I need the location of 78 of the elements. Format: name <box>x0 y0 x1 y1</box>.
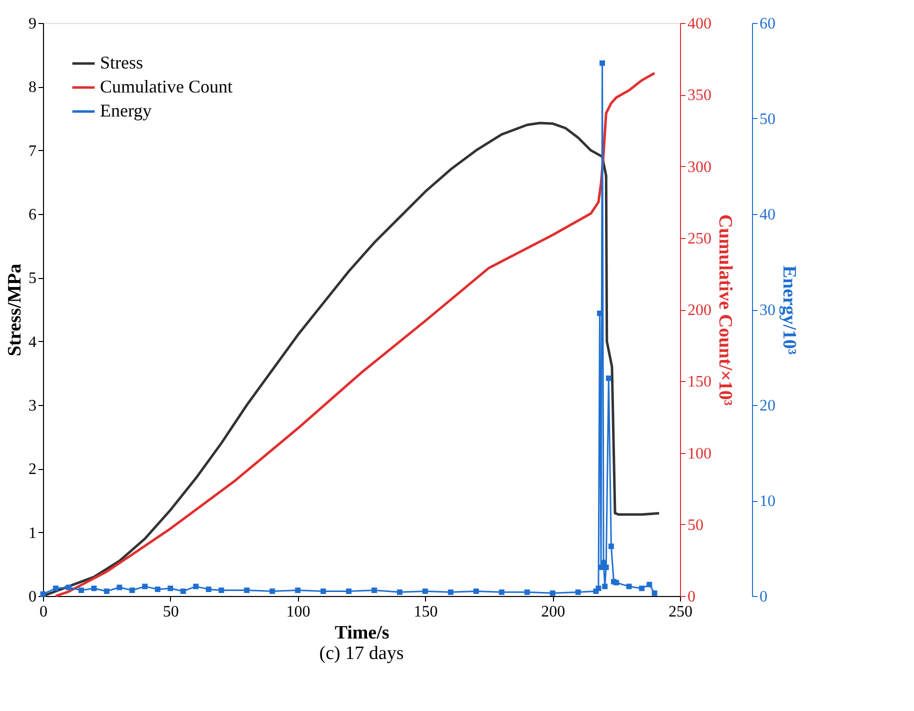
point <box>448 589 454 595</box>
point <box>498 589 504 595</box>
point <box>346 588 352 594</box>
point <box>652 590 658 596</box>
point <box>244 588 250 594</box>
point <box>104 588 110 594</box>
point <box>524 589 530 595</box>
y3-tick-label: 60 <box>760 16 776 32</box>
x-tick-label: 100 <box>286 604 310 620</box>
y2-tick-label: 250 <box>688 230 712 248</box>
y3-tick-label: 10 <box>760 493 776 510</box>
point <box>129 588 135 594</box>
point <box>142 584 148 590</box>
point <box>193 584 199 590</box>
y2-tick-label: 100 <box>688 445 712 462</box>
point <box>66 584 72 590</box>
point <box>206 586 212 592</box>
y-tick-label: 9 <box>28 16 36 32</box>
y2-tick-label: 200 <box>688 302 712 319</box>
y-tick-label: 0 <box>28 588 36 606</box>
point <box>608 544 614 550</box>
y2-tick-label: 400 <box>688 16 712 32</box>
y-tick-label: 7 <box>28 142 36 160</box>
y-tick-label: 2 <box>28 461 36 478</box>
y-tick-label: 1 <box>28 524 36 542</box>
point <box>372 588 377 594</box>
y2-axis-title: Cumulative Count/×10³ <box>714 214 736 406</box>
x-tick-label: 200 <box>541 604 566 620</box>
point <box>600 60 606 66</box>
point <box>639 586 645 592</box>
legend-label: Energy <box>100 100 152 120</box>
point <box>116 584 122 590</box>
y-tick-label: 5 <box>28 270 36 288</box>
y-tick-label: 4 <box>28 334 36 351</box>
x-axis-title: Time/s <box>334 622 390 644</box>
legend-label: Cumulative Count <box>100 76 232 96</box>
point <box>295 588 301 594</box>
point <box>614 580 620 586</box>
y3-tick-label: 0 <box>760 588 768 606</box>
point <box>602 584 608 590</box>
point <box>396 589 402 595</box>
y-axis-title: Stress/MPa <box>4 263 26 356</box>
y-tick-label: 6 <box>28 206 36 224</box>
x-tick-label: 250 <box>668 604 692 620</box>
point <box>422 588 428 594</box>
y2-tick-label: 350 <box>688 87 712 104</box>
point <box>626 584 632 590</box>
y3-tick-label: 30 <box>760 302 776 319</box>
point <box>180 588 186 594</box>
text: (c) 17 days <box>319 643 404 664</box>
point <box>596 586 602 592</box>
y2-tick-label: 0 <box>688 588 696 606</box>
point <box>154 586 160 592</box>
x-tick-label: 0 <box>40 604 48 620</box>
y2-tick-label: 50 <box>688 516 704 534</box>
point <box>270 588 276 594</box>
x-tick-label: 150 <box>414 604 438 620</box>
x-tick-label: 50 <box>162 604 179 620</box>
legend-label: Stress <box>100 52 144 72</box>
point <box>320 588 326 594</box>
point <box>78 588 84 594</box>
y-tick-label: 3 <box>28 398 36 414</box>
y3-tick-label: 50 <box>760 111 776 128</box>
point <box>606 376 612 381</box>
y3-axis-title: Energy/10³ <box>778 265 800 355</box>
point <box>550 590 556 596</box>
y3-tick-label: 40 <box>760 206 776 224</box>
point <box>646 582 652 588</box>
point <box>53 586 58 592</box>
point <box>91 586 97 592</box>
point <box>218 588 224 594</box>
point <box>168 586 174 592</box>
y-tick-label: 8 <box>28 79 36 96</box>
y2-tick-label: 300 <box>688 158 712 176</box>
y2-tick-label: 150 <box>688 374 712 391</box>
point <box>473 588 479 594</box>
point <box>575 589 581 595</box>
y3-tick-label: 20 <box>760 398 776 414</box>
